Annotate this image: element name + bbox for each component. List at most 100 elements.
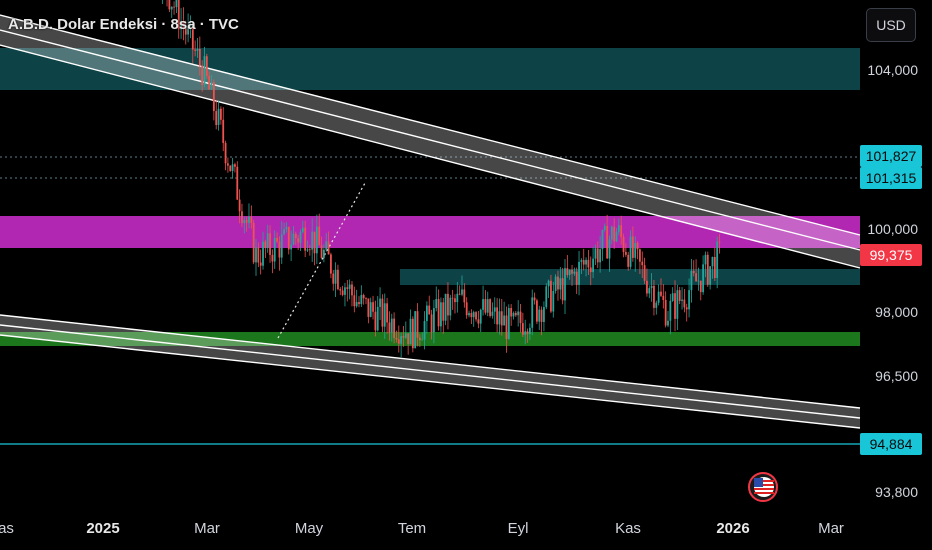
candle-body (440, 302, 442, 327)
candle-body (709, 266, 712, 285)
us-flag-icon[interactable] (748, 472, 778, 502)
candle-body (706, 254, 709, 285)
candle-body (381, 298, 384, 327)
time-label: Kas (615, 520, 641, 537)
candle-body (660, 291, 662, 296)
candle-body (531, 297, 534, 328)
candle-body (175, 0, 178, 8)
candle-body (503, 315, 506, 326)
candle-body (641, 261, 644, 266)
candle-body (234, 164, 236, 167)
candle-body (489, 299, 491, 316)
candle-body (395, 338, 398, 340)
candle-body (547, 280, 550, 287)
candle-body (313, 231, 316, 254)
candle-body (662, 295, 665, 301)
candle-body (498, 311, 501, 325)
candle-body (526, 331, 529, 335)
candle-body (643, 265, 646, 281)
candle-body (227, 163, 229, 166)
candle-body (264, 241, 267, 249)
candle-body (697, 280, 700, 282)
candle-body (695, 273, 697, 282)
candle-body (344, 287, 346, 295)
candle-body (582, 260, 585, 265)
candle-body (657, 291, 660, 303)
candle-body (222, 119, 225, 144)
candle-body (557, 276, 559, 290)
price-label: 100,000 (867, 221, 918, 237)
candle-body (505, 315, 508, 339)
candle-body (402, 336, 405, 338)
lower-channel-line-3 (0, 334, 861, 429)
candle-body (348, 284, 351, 289)
candle-body (257, 247, 260, 263)
candle-body (351, 284, 353, 296)
candle-body (475, 312, 477, 320)
candle-body (683, 299, 686, 308)
candle-body (219, 108, 222, 120)
candle-body (198, 48, 201, 66)
candle-body (561, 278, 564, 301)
candle-body (304, 227, 307, 251)
candle-body (484, 299, 487, 313)
candle-body (433, 308, 435, 333)
candle-body (524, 331, 527, 335)
candle-body (407, 333, 410, 345)
time-label: May (294, 520, 324, 537)
candle-body (360, 295, 363, 305)
upper-channel-line-3 (0, 44, 861, 269)
candle-body (629, 236, 632, 267)
candle-body (215, 111, 218, 125)
candle-body (449, 297, 452, 316)
candle-body (229, 165, 232, 171)
candle-body (514, 312, 517, 316)
candle-body (362, 295, 365, 299)
candle-body (704, 254, 707, 265)
candle-body (236, 166, 239, 200)
candle-body (231, 164, 234, 171)
candle-body (472, 312, 475, 318)
lower-channel-line-1 (0, 314, 861, 409)
candle-body (416, 311, 419, 338)
candle-body (250, 216, 253, 223)
candle-body (690, 270, 693, 291)
candle-body (486, 299, 489, 313)
candle-body (322, 249, 325, 259)
candle-body (447, 293, 449, 316)
candle-body (482, 299, 484, 310)
candle-body (664, 300, 667, 326)
candle-body (594, 248, 597, 259)
candle-body (596, 248, 599, 263)
candle-body (386, 303, 388, 323)
price-label: 104,000 (867, 62, 918, 78)
candle-body (512, 312, 515, 317)
mid-zone-teal (400, 269, 860, 285)
candle-body (517, 311, 520, 316)
candle-body (311, 231, 314, 250)
candle-body (554, 276, 557, 291)
level-tag: 101,827 (860, 145, 922, 167)
candle-body (414, 311, 417, 349)
candle-body (521, 323, 524, 335)
chart-title: A.B.D. Dolar Endeksi · 8sa · TVC (8, 16, 239, 33)
candle-body (210, 82, 213, 90)
candle-body (606, 226, 609, 259)
candle-body (435, 299, 438, 309)
candle-body (568, 269, 571, 275)
currency-button[interactable]: USD (866, 8, 916, 42)
candle-body (510, 308, 513, 317)
candle-body (671, 293, 674, 301)
candle-body (248, 216, 250, 223)
candle-body (273, 237, 276, 262)
candle-body (456, 293, 459, 303)
candle-body (280, 234, 283, 258)
time-label: 2025 (86, 520, 120, 537)
lower-channel-line-2 (0, 324, 861, 419)
candle-body (564, 268, 566, 301)
candle-body (217, 108, 220, 125)
candle-body (615, 231, 618, 242)
candle-body (543, 307, 545, 322)
candle-body (376, 306, 379, 331)
